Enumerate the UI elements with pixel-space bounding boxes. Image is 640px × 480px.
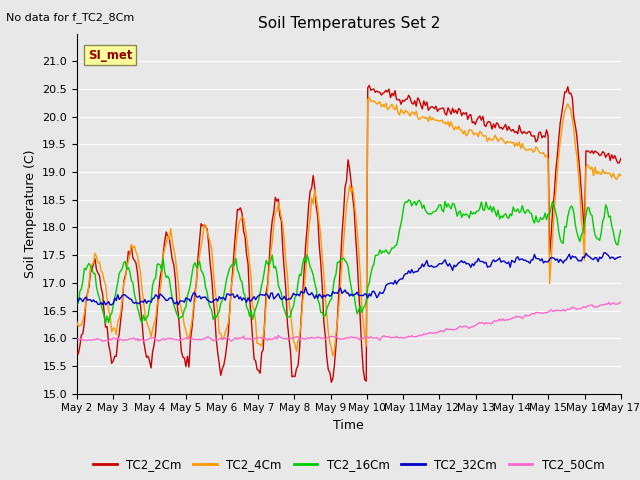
X-axis label: Time: Time [333, 419, 364, 432]
Text: No data for f_TC2_8Cm: No data for f_TC2_8Cm [6, 12, 134, 23]
Y-axis label: Soil Temperature (C): Soil Temperature (C) [24, 149, 36, 278]
Legend: TC2_2Cm, TC2_4Cm, TC2_16Cm, TC2_32Cm, TC2_50Cm: TC2_2Cm, TC2_4Cm, TC2_16Cm, TC2_32Cm, TC… [88, 454, 609, 476]
Title: Soil Temperatures Set 2: Soil Temperatures Set 2 [258, 16, 440, 31]
Text: SI_met: SI_met [88, 49, 132, 62]
